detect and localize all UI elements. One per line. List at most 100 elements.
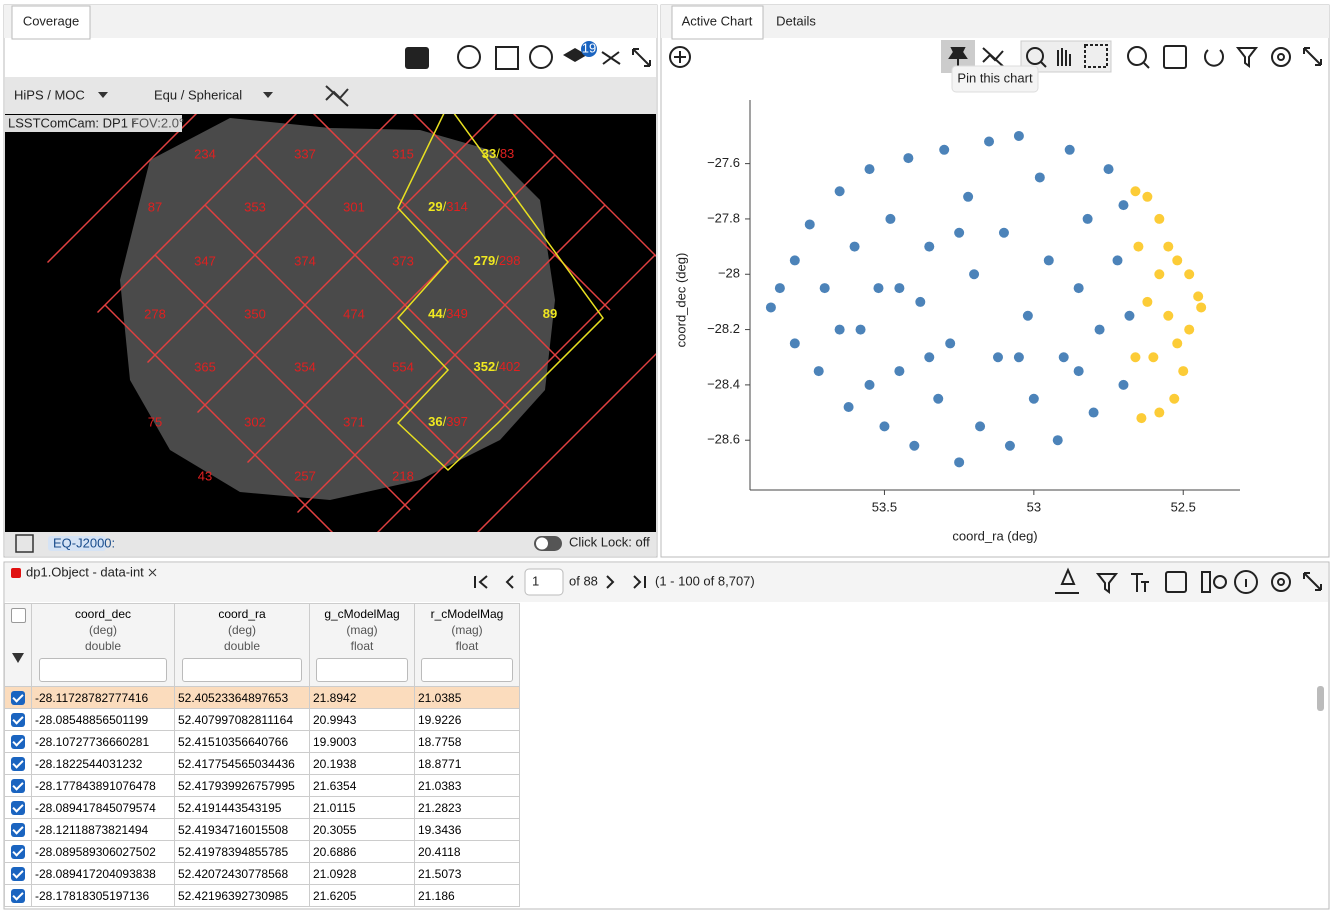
point xyxy=(835,186,845,196)
point xyxy=(1142,297,1152,307)
cell: -28.089417204093838 xyxy=(32,863,175,885)
point xyxy=(1136,413,1146,423)
point xyxy=(993,352,1003,362)
row-range: (1 - 100 of 8,707) xyxy=(655,573,755,588)
point xyxy=(1095,325,1105,335)
row-select xyxy=(5,687,32,709)
coord-menu[interactable]: Equ / Spherical xyxy=(154,87,242,102)
point xyxy=(844,402,854,412)
checkbox[interactable] xyxy=(11,713,25,727)
tile-count: 402 xyxy=(499,359,521,374)
point xyxy=(1148,352,1158,362)
table-row[interactable]: -28.08958930602750252.4197839485578520.6… xyxy=(5,841,520,863)
table-tab[interactable]: dp1.Object - data-int xyxy=(26,564,144,579)
column-type: double xyxy=(178,638,306,654)
point xyxy=(1035,172,1045,182)
point xyxy=(894,283,904,293)
row-select xyxy=(5,775,32,797)
table-row[interactable]: -28.1072773666028152.4151035664076619.90… xyxy=(5,731,520,753)
point xyxy=(963,192,973,202)
table-row[interactable]: -28.1211887382149452.4193471601550820.30… xyxy=(5,819,520,841)
cell: 52.417754565034436 xyxy=(175,753,310,775)
cell: 21.6354 xyxy=(310,775,415,797)
checkbox[interactable] xyxy=(11,801,25,815)
y-tick-label: −27.6 xyxy=(707,155,740,170)
tile-count: 29 xyxy=(428,199,442,214)
point xyxy=(1074,283,1084,293)
checkbox[interactable] xyxy=(11,867,25,881)
column-name: r_cModelMag xyxy=(418,606,516,622)
point xyxy=(1154,408,1164,418)
column-filter[interactable] xyxy=(316,658,408,682)
cell: 20.6886 xyxy=(310,841,415,863)
point xyxy=(1065,145,1075,155)
column-filter[interactable] xyxy=(182,658,302,682)
checkbox[interactable] xyxy=(11,845,25,859)
table-row[interactable]: -28.08941784507957452.419144354319521.01… xyxy=(5,797,520,819)
x-tick-label: 52.5 xyxy=(1171,499,1196,514)
tools-icon[interactable] xyxy=(405,47,429,69)
point xyxy=(873,283,883,293)
table-row[interactable]: -28.0854885650119952.40799708281116420.9… xyxy=(5,709,520,731)
point xyxy=(1118,200,1128,210)
row-select xyxy=(5,731,32,753)
point xyxy=(820,283,830,293)
point xyxy=(933,394,943,404)
page-number[interactable]: 1 xyxy=(532,573,539,588)
point xyxy=(1074,366,1084,376)
table-row[interactable]: -28.182254403123252.41775456503443620.19… xyxy=(5,753,520,775)
point xyxy=(1023,311,1033,321)
cell: 52.407997082811164 xyxy=(175,709,310,731)
checkbox[interactable] xyxy=(11,757,25,771)
point xyxy=(1172,338,1182,348)
table-row[interactable]: -28.1172878277741652.4052336489765321.89… xyxy=(5,687,520,709)
cell: 20.4118 xyxy=(415,841,520,863)
hips-menu[interactable]: HiPS / MOC xyxy=(14,87,85,102)
tile-label: 337 xyxy=(294,146,316,161)
table-row[interactable]: -28.08941720409383852.4207243077856821.0… xyxy=(5,863,520,885)
point xyxy=(885,214,895,224)
tile-count: 298 xyxy=(499,253,521,268)
point xyxy=(939,145,949,155)
point xyxy=(1154,269,1164,279)
point xyxy=(790,338,800,348)
cell: -28.17818305197136 xyxy=(32,885,175,907)
tile-label: 354 xyxy=(294,359,316,374)
tab-label[interactable]: Details xyxy=(776,13,816,28)
tile-label: 373 xyxy=(392,253,414,268)
point xyxy=(999,228,1009,238)
column-filter[interactable] xyxy=(39,658,166,682)
cell: -28.10727736660281 xyxy=(32,731,175,753)
point xyxy=(1133,242,1143,252)
table-row[interactable]: -28.1781830519713652.4219639273098521.62… xyxy=(5,885,520,907)
tile-count: 352 xyxy=(473,359,495,374)
checkbox[interactable] xyxy=(11,823,25,837)
column-unit: (deg) xyxy=(178,622,306,638)
checkbox[interactable] xyxy=(11,735,25,749)
point xyxy=(1163,242,1173,252)
column-type: double xyxy=(35,638,171,654)
header-row: coord_dec(deg)doublecoord_ra(deg)doubleg… xyxy=(5,604,520,687)
table-row[interactable]: -28.17784389107647852.41793992675799521.… xyxy=(5,775,520,797)
checkbox[interactable] xyxy=(11,779,25,793)
point xyxy=(975,421,985,431)
data-table: coord_dec(deg)doublecoord_ra(deg)doubleg… xyxy=(4,603,520,907)
point xyxy=(1089,408,1099,418)
point xyxy=(924,352,934,362)
select-header xyxy=(5,604,32,687)
checkbox[interactable] xyxy=(11,889,25,903)
column-name: coord_ra xyxy=(178,606,306,622)
click-lock: Click Lock: off xyxy=(569,534,650,549)
column-filter[interactable] xyxy=(421,658,513,682)
scrollbar[interactable] xyxy=(1317,686,1324,711)
cell: 21.0928 xyxy=(310,863,415,885)
page-input[interactable] xyxy=(525,569,563,595)
cell: 20.1938 xyxy=(310,753,415,775)
tile-label: 371 xyxy=(343,414,365,429)
column-header: coord_ra(deg)double xyxy=(175,604,310,687)
point xyxy=(915,297,925,307)
checkbox[interactable] xyxy=(11,691,25,705)
point xyxy=(1130,186,1140,196)
cell: -28.12118873821494 xyxy=(32,819,175,841)
tile-label: 218 xyxy=(392,468,414,483)
